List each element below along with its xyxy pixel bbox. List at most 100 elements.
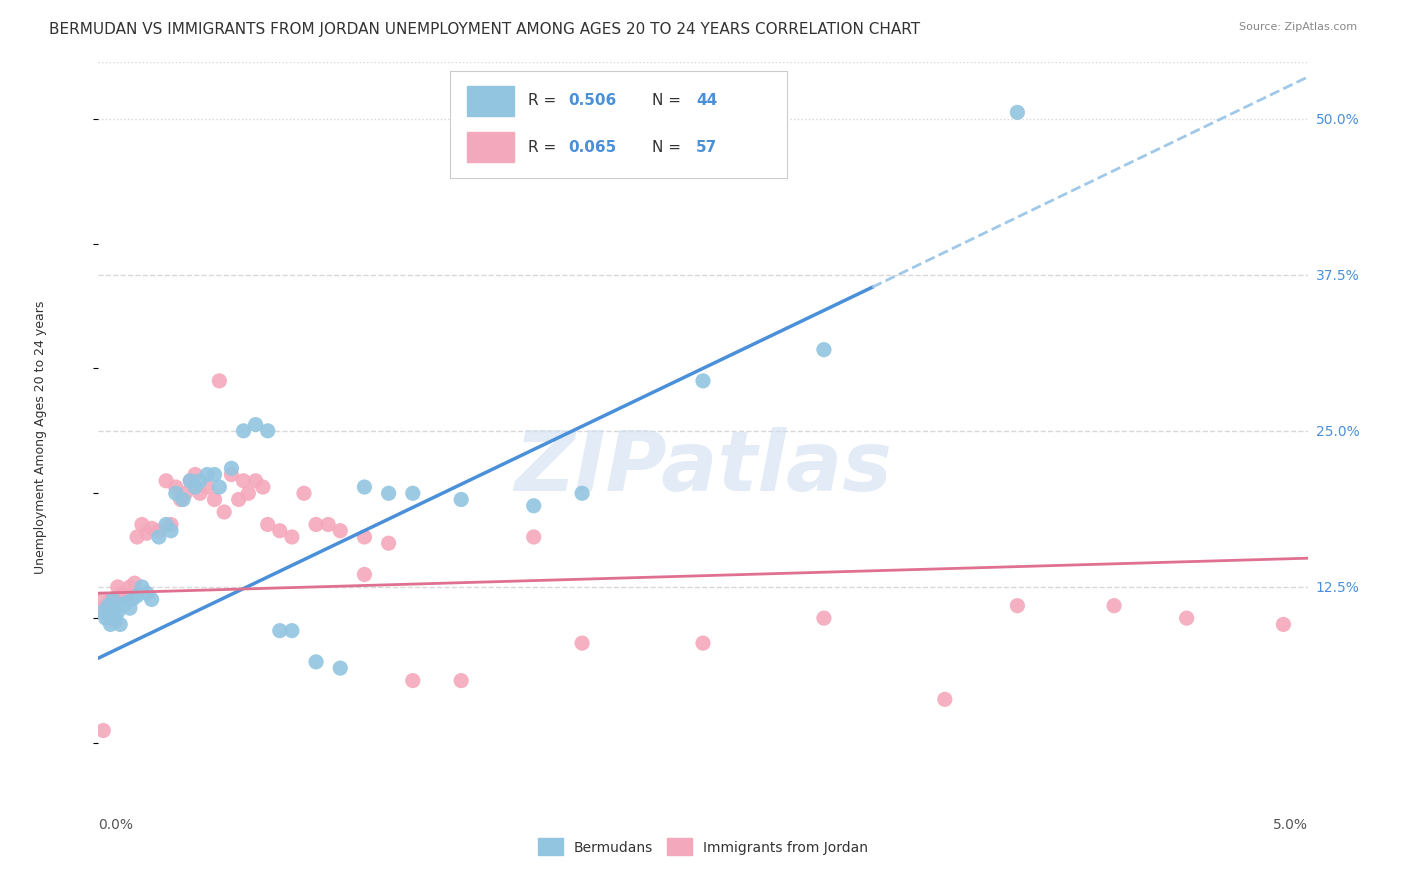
- Point: [692, 636, 714, 650]
- Point: [269, 624, 291, 638]
- Text: ZIPatlas: ZIPatlas: [515, 426, 891, 508]
- Point: [450, 492, 472, 507]
- Point: [188, 486, 211, 500]
- Point: [228, 492, 250, 507]
- Point: [121, 592, 143, 607]
- Text: 57: 57: [696, 140, 717, 155]
- Point: [184, 480, 207, 494]
- Text: N =: N =: [652, 140, 686, 155]
- Point: [184, 467, 207, 482]
- Point: [97, 599, 120, 613]
- Point: [179, 474, 201, 488]
- Point: [127, 589, 149, 603]
- Point: [232, 424, 254, 438]
- Point: [232, 474, 254, 488]
- Text: 44: 44: [696, 93, 717, 108]
- Point: [165, 486, 187, 500]
- Point: [165, 480, 187, 494]
- Text: BERMUDAN VS IMMIGRANTS FROM JORDAN UNEMPLOYMENT AMONG AGES 20 TO 24 YEARS CORREL: BERMUDAN VS IMMIGRANTS FROM JORDAN UNEMP…: [49, 22, 921, 37]
- Point: [450, 673, 472, 688]
- Text: R =: R =: [527, 140, 561, 155]
- Point: [135, 586, 157, 600]
- Point: [91, 723, 114, 738]
- Text: N =: N =: [652, 93, 686, 108]
- Point: [292, 486, 315, 500]
- Point: [195, 467, 218, 482]
- Point: [107, 605, 129, 619]
- Point: [195, 480, 218, 494]
- Legend: Bermudans, Immigrants from Jordan: Bermudans, Immigrants from Jordan: [533, 833, 873, 861]
- Point: [571, 486, 593, 500]
- Point: [118, 580, 141, 594]
- Point: [97, 611, 120, 625]
- Point: [377, 536, 399, 550]
- Point: [101, 599, 124, 613]
- Point: [148, 530, 170, 544]
- Point: [111, 599, 134, 613]
- Point: [269, 524, 291, 538]
- Text: 0.506: 0.506: [568, 93, 616, 108]
- Point: [188, 474, 211, 488]
- Point: [353, 480, 375, 494]
- Point: [523, 530, 546, 544]
- Point: [135, 526, 157, 541]
- Point: [208, 374, 231, 388]
- Point: [402, 486, 425, 500]
- Point: [101, 592, 124, 607]
- Point: [245, 417, 267, 432]
- Point: [204, 492, 226, 507]
- Point: [160, 517, 183, 532]
- Point: [221, 467, 243, 482]
- Point: [245, 474, 267, 488]
- Point: [204, 467, 226, 482]
- Point: [377, 486, 399, 500]
- Point: [141, 521, 163, 535]
- Point: [402, 673, 425, 688]
- Text: 0.0%: 0.0%: [98, 818, 134, 832]
- Text: Unemployment Among Ages 20 to 24 years: Unemployment Among Ages 20 to 24 years: [34, 301, 46, 574]
- Point: [172, 492, 194, 507]
- Point: [1175, 611, 1198, 625]
- Point: [281, 530, 304, 544]
- Point: [104, 611, 127, 625]
- Point: [118, 601, 141, 615]
- Point: [90, 592, 112, 607]
- Point: [155, 517, 177, 532]
- Point: [107, 580, 129, 594]
- Point: [179, 474, 201, 488]
- Point: [169, 492, 191, 507]
- Point: [141, 592, 163, 607]
- Point: [281, 624, 304, 638]
- Point: [155, 474, 177, 488]
- Point: [174, 486, 197, 500]
- Point: [91, 605, 114, 619]
- Point: [692, 374, 714, 388]
- Point: [316, 517, 339, 532]
- Point: [813, 343, 835, 357]
- Point: [305, 655, 328, 669]
- Point: [108, 589, 131, 603]
- Point: [1007, 599, 1029, 613]
- Point: [1007, 105, 1029, 120]
- Point: [212, 505, 235, 519]
- Point: [238, 486, 260, 500]
- Point: [329, 661, 352, 675]
- Point: [91, 601, 114, 615]
- Point: [353, 567, 375, 582]
- Point: [305, 517, 328, 532]
- Text: 0.065: 0.065: [568, 140, 616, 155]
- Point: [100, 592, 122, 607]
- Point: [124, 576, 146, 591]
- Point: [117, 589, 139, 603]
- Point: [256, 517, 278, 532]
- Point: [1272, 617, 1295, 632]
- Point: [252, 480, 274, 494]
- Point: [208, 480, 231, 494]
- Point: [111, 586, 134, 600]
- Point: [256, 424, 278, 438]
- Bar: [467, 132, 515, 162]
- Point: [114, 596, 136, 610]
- Point: [131, 580, 153, 594]
- Point: [523, 499, 546, 513]
- Point: [353, 530, 375, 544]
